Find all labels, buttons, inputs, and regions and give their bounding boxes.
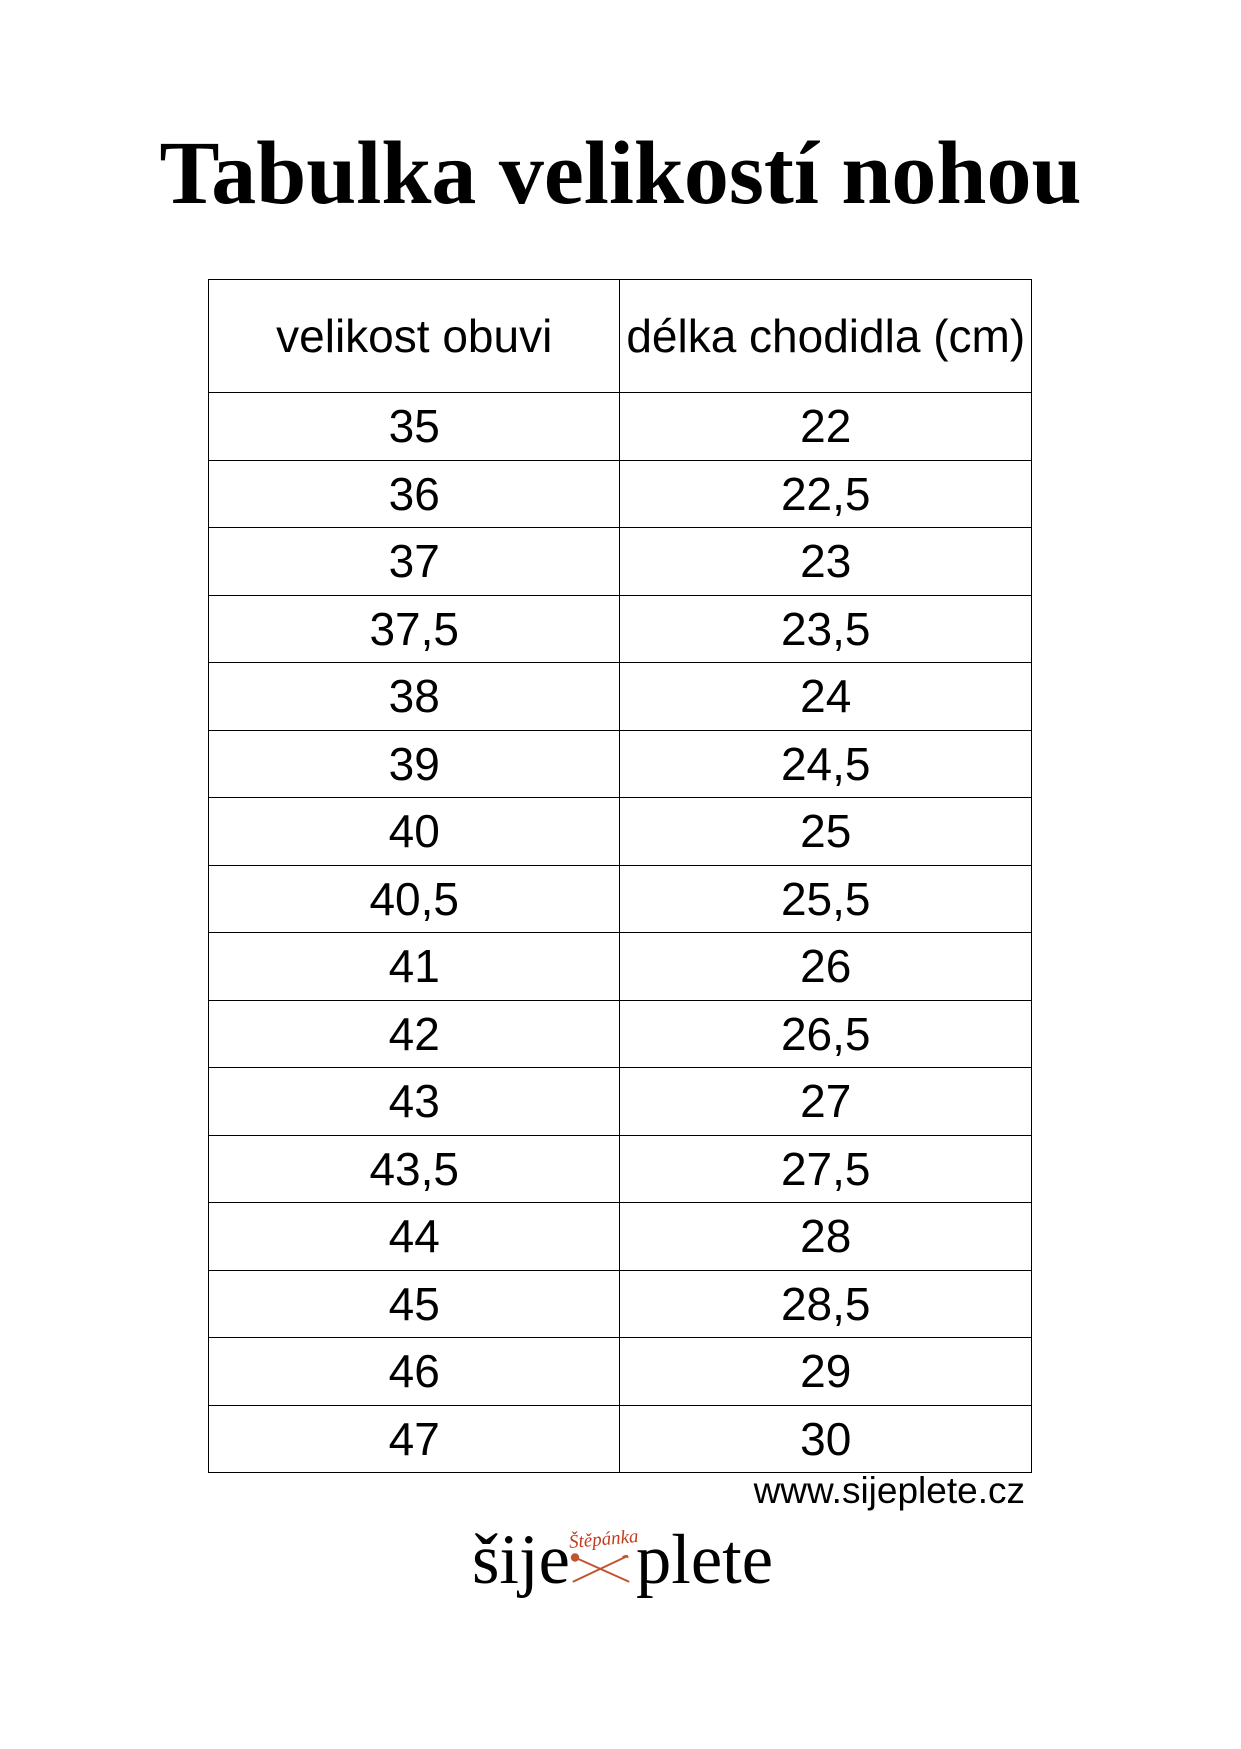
svg-text:Štěpánka: Štěpánka	[568, 1525, 639, 1553]
